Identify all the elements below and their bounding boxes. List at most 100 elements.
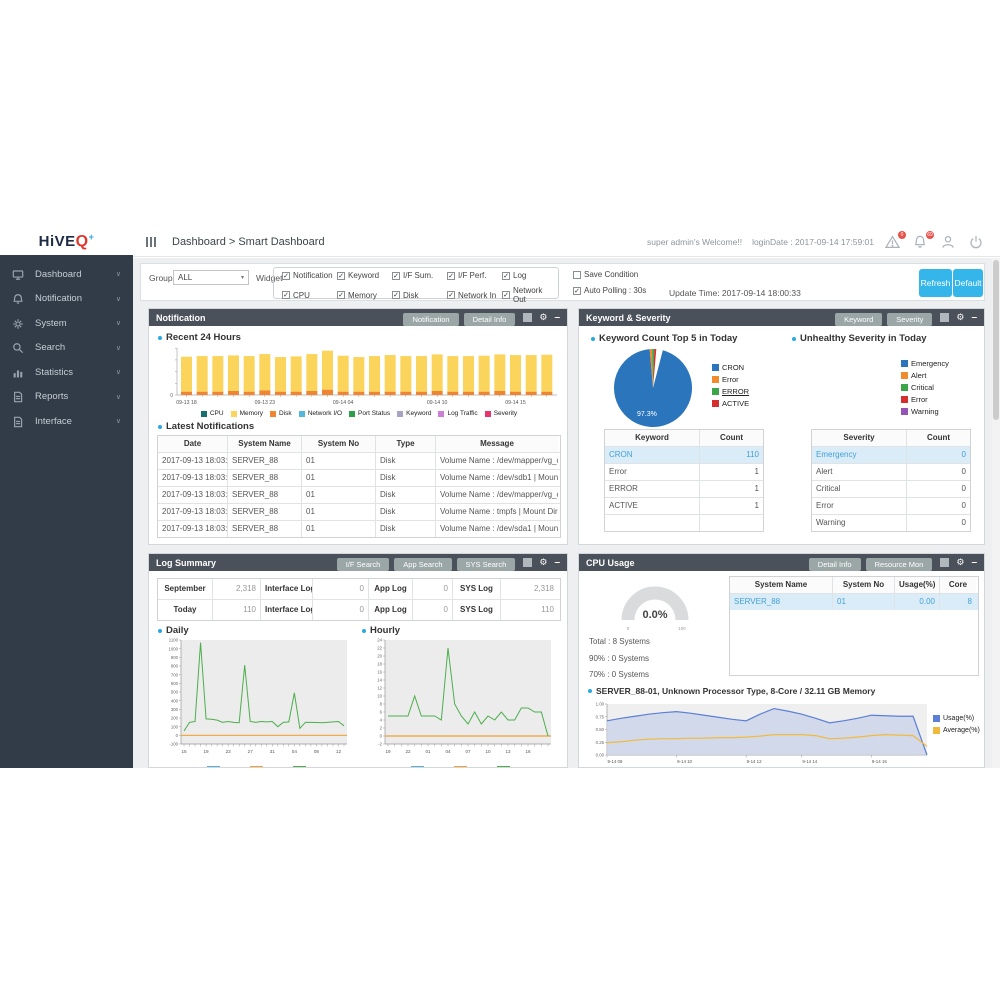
resource-mon-button[interactable]: Resource Mon [865, 557, 933, 571]
table-row[interactable]: 2017-09-13 18:03:3 SERVER_88 01 Disk Volume … [158, 521, 560, 537]
checkbox-box[interactable] [282, 291, 290, 299]
menu-toggle-icon[interactable] [146, 237, 156, 247]
table-row[interactable]: September 2,318 Interface Log 0 App Log 0 SYS … [158, 579, 560, 600]
checkbox-cpu[interactable]: CPU [282, 286, 337, 304]
sidebar-item-search[interactable]: Search ∨ [0, 336, 133, 361]
table-row[interactable]: 2017-09-13 18:03:3 SERVER_88 01 Disk Volume … [158, 470, 560, 487]
table-row[interactable]: Emergency 0 [812, 447, 970, 464]
table-row[interactable]: 2017-09-13 18:03:3 SERVER_88 01 Disk Volume … [158, 504, 560, 521]
table-row[interactable]: Error 0 [812, 498, 970, 515]
svg-text:15: 15 [181, 749, 187, 754]
user-icon[interactable] [940, 234, 958, 250]
checkbox-box[interactable] [502, 291, 510, 299]
sidebar-item-notification[interactable]: Notification ∨ [0, 287, 133, 312]
checkbox-network-out[interactable]: Network Out [502, 286, 557, 304]
panel-checkbox[interactable] [940, 313, 950, 322]
power-icon[interactable] [968, 234, 986, 250]
hourly-title: Hourly [362, 625, 400, 636]
gear-icon[interactable]: ⚙ [956, 557, 965, 567]
notification-bell-icon[interactable]: 69 [912, 231, 934, 250]
table-row[interactable]: CRON 110 [605, 447, 763, 464]
legend-swatch [901, 371, 908, 379]
alert-badge: 0 [898, 231, 906, 239]
checkbox-log[interactable]: Log [502, 271, 557, 280]
table-row[interactable]: 2017-09-13 18:03:3 SERVER_88 01 Disk Volume … [158, 453, 560, 470]
table-row[interactable]: Warning 0 [812, 515, 970, 531]
panel-checkbox[interactable] [940, 558, 950, 567]
panel-checkbox[interactable] [523, 558, 533, 567]
table-row[interactable]: ACTIVE 1 [605, 498, 763, 515]
sidebar-item-reports[interactable]: Reports ∨ [0, 385, 133, 410]
table-row[interactable]: 2017-09-13 18:03:3 SERVER_88 01 Disk Volume … [158, 487, 560, 504]
checkbox-network-in[interactable]: Network In [447, 286, 502, 304]
table-row[interactable]: SERVER_88 01 0.00 8 [730, 594, 978, 610]
svg-text:0: 0 [176, 733, 179, 738]
table-row[interactable] [605, 515, 763, 531]
collapse-icon[interactable]: – [554, 556, 560, 568]
severity-button[interactable]: Severity [887, 312, 933, 326]
keyword-button[interactable]: Keyword [835, 312, 883, 326]
table-cell: Interface Log [261, 579, 313, 599]
gear-icon[interactable]: ⚙ [539, 312, 548, 322]
i-f-search-button[interactable]: I/F Search [336, 557, 390, 571]
detail-info-button[interactable]: Detail Info [463, 312, 516, 326]
svg-text:01: 01 [425, 749, 431, 754]
svg-text:2: 2 [380, 726, 383, 731]
table-cell: Volume Name : tmpfs | Mount Directory [440, 507, 558, 516]
checkbox-disk[interactable]: Disk [392, 286, 447, 304]
table-cell: Volume Name : /dev/mapper/vg_comers [440, 456, 558, 465]
svg-text:12: 12 [336, 749, 342, 754]
checkbox-box[interactable] [573, 286, 581, 295]
checkbox-save-condition[interactable]: Save Condition [573, 270, 638, 279]
checkbox-box[interactable] [447, 291, 455, 299]
table-row[interactable]: Alert 0 [812, 464, 970, 481]
checkbox-memory[interactable]: Memory [337, 286, 392, 304]
legend-swatch [901, 359, 908, 367]
vertical-scrollbar[interactable] [992, 258, 1000, 768]
sidebar-nav: Dashboard ∨ Notification ∨ System ∨ Search ∨ Sta… [0, 255, 133, 768]
detail-info-button[interactable]: Detail Info [808, 557, 861, 571]
legend-label: Average(%) [943, 726, 980, 734]
svg-text:0.0%: 0.0% [642, 609, 667, 621]
notification-panel: Notification Notification Detail Info ⚙ –… [148, 308, 568, 545]
collapse-icon[interactable]: – [971, 556, 977, 568]
table-row[interactable]: ERROR 1 [605, 481, 763, 498]
sidebar-item-statistics[interactable]: Statistics ∨ [0, 360, 133, 385]
checkbox-box[interactable] [337, 271, 345, 280]
checkbox-auto-polling-30s[interactable]: Auto Polling : 30s [573, 286, 646, 295]
scrollbar-thumb[interactable] [993, 260, 999, 420]
sidebar-item-system[interactable]: System ∨ [0, 311, 133, 336]
gear-icon[interactable]: ⚙ [539, 557, 548, 567]
checkbox-box[interactable] [282, 271, 290, 280]
checkbox-box[interactable] [392, 291, 400, 299]
sys-search-button[interactable]: SYS Search [456, 557, 516, 571]
checkbox-keyword[interactable]: Keyword [337, 271, 392, 280]
checkbox-i-f-perf[interactable]: I/F Perf. [447, 271, 502, 280]
checkbox-box[interactable] [392, 271, 400, 280]
default-button[interactable]: Default [953, 269, 983, 297]
checkbox-box[interactable] [502, 271, 510, 280]
app-search-button[interactable]: App Search [394, 557, 452, 571]
chevron-down-icon: ∨ [115, 271, 121, 279]
table-row[interactable]: Today 110 Interface Log 0 App Log 0 SYS Log 110 [158, 600, 560, 620]
checkbox-box[interactable] [447, 271, 455, 280]
cpu-usage-panel: CPU Usage Detail Info Resource Mon ⚙ – 0.… [578, 553, 985, 768]
notification-button[interactable]: Notification [403, 312, 459, 326]
svg-text:0: 0 [627, 626, 630, 631]
checkbox-i-f-sum[interactable]: I/F Sum. [392, 271, 447, 280]
table-row[interactable]: Critical 0 [812, 481, 970, 498]
collapse-icon[interactable]: – [554, 311, 560, 323]
group-select[interactable]: ALL ▾ [173, 270, 249, 285]
panel-checkbox[interactable] [523, 313, 533, 322]
collapse-icon[interactable]: – [971, 311, 977, 323]
checkbox-notification[interactable]: Notification [282, 271, 337, 280]
alert-icon[interactable]: 0 [884, 231, 906, 250]
svg-text:09-13 18: 09-13 18 [176, 400, 197, 406]
checkbox-box[interactable] [573, 270, 581, 279]
table-row[interactable]: Error 1 [605, 464, 763, 481]
sidebar-item-interface[interactable]: Interface ∨ [0, 409, 133, 434]
sidebar-item-dashboard[interactable]: Dashboard ∨ [0, 262, 133, 287]
checkbox-box[interactable] [337, 291, 345, 299]
refresh-button[interactable]: Refresh [919, 269, 952, 297]
gear-icon[interactable]: ⚙ [956, 312, 965, 322]
